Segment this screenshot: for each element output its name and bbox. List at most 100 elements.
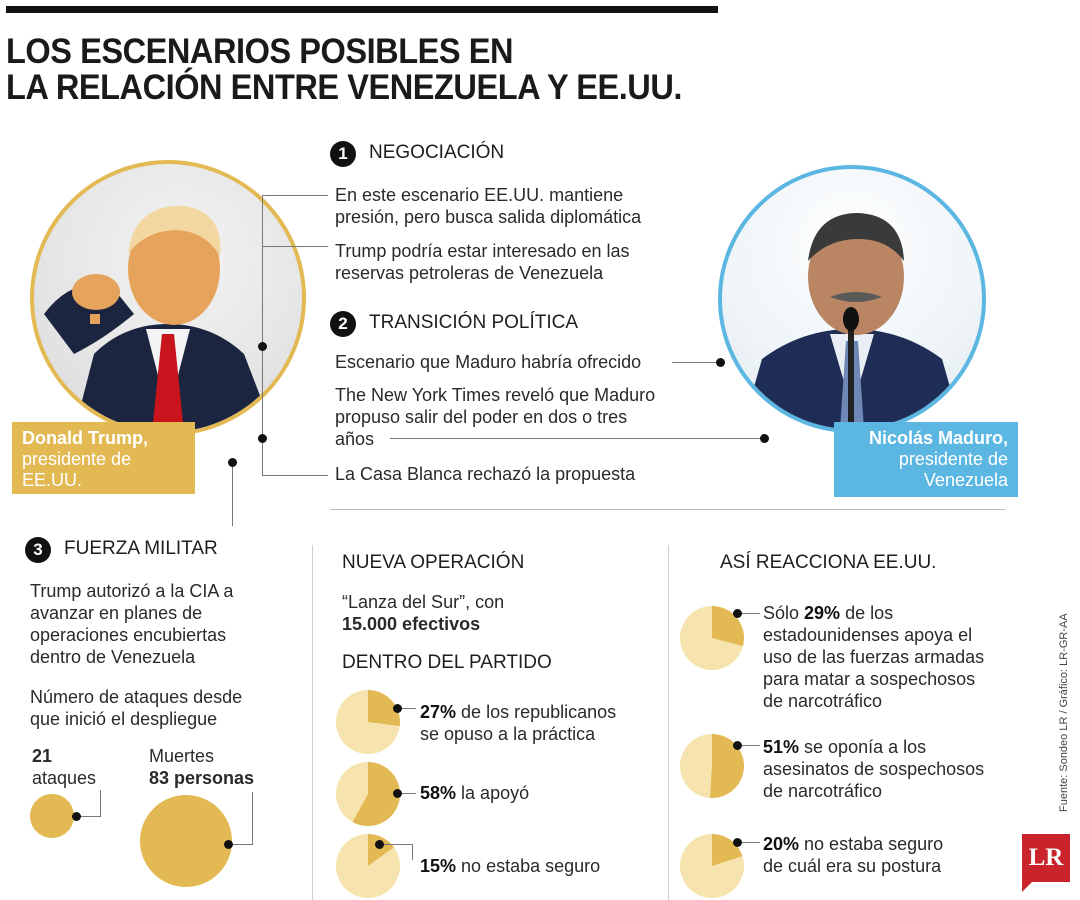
scenario1-point1-line2: presión, pero busca salida diplomática xyxy=(335,207,642,227)
usa-item-2-line2: asesinatos de sospechosos xyxy=(763,759,985,779)
scenario2-point2: The New York Times reveló que Maduro pro… xyxy=(335,384,715,450)
usa-item-1-line3: uso de las fuerzas armadas xyxy=(763,647,985,667)
column-separator-2 xyxy=(668,545,669,900)
operation-name: “Lanza del Sur”, con xyxy=(342,592,505,612)
attacks-dot xyxy=(72,812,81,821)
trump-portrait xyxy=(30,160,306,436)
scenario1-point2-line1: Trump podría estar interesado en las xyxy=(335,241,630,261)
operation-title: NUEVA OPERACIÓN xyxy=(342,552,525,573)
scenario2-title: TRANSICIÓN POLÍTICA xyxy=(369,312,579,333)
scenario3-connector xyxy=(232,462,233,526)
party-line-3-h xyxy=(384,844,412,845)
maduro-name: Nicolás Maduro, xyxy=(868,428,1008,448)
deaths-label: Muertes xyxy=(149,746,215,766)
scenario1-point1: En este escenario EE.UU. mantiene presió… xyxy=(335,184,715,228)
bracket-bottom xyxy=(262,475,328,476)
years-connector-line xyxy=(390,438,760,439)
usa-line-1 xyxy=(742,613,760,614)
usa-item-3-pct: 20% xyxy=(763,834,800,854)
party-item-1-pct: 27% xyxy=(420,702,457,722)
scenario3-text: Trump autorizó a la CIA a avanzar en pla… xyxy=(30,580,300,668)
scenario2-point2-line1: The New York Times reveló que Maduro xyxy=(335,385,656,405)
party-item-1-line1: de los republicanos xyxy=(461,702,617,722)
usa-item-1-line5: de narcotráfico xyxy=(763,691,883,711)
trump-name: Donald Trump, xyxy=(22,428,148,448)
source-credit: Fuente: Sondeo LR / Gráfico: LR-GR-AA xyxy=(1058,613,1070,812)
attacks-intro: Número de ataques desde que inició el de… xyxy=(30,686,300,730)
trump-connector-dot-2 xyxy=(258,434,267,443)
lr-logo-tail xyxy=(1022,882,1032,892)
maduro-label: Nicolás Maduro, presidente de Venezuela xyxy=(834,422,1018,497)
deaths-block: Muertes 83 personas xyxy=(149,745,254,789)
attacks-intro-line2: que inició el despliegue xyxy=(30,709,218,729)
usa-item-1-line4: para matar a sospechosos xyxy=(763,669,976,689)
party-title: DENTRO DEL PARTIDO xyxy=(342,652,552,673)
maduro-connector-line xyxy=(672,362,722,363)
party-item-1-line2: se opuso a la práctica xyxy=(420,724,596,744)
party-dot-3 xyxy=(375,840,384,849)
party-item-2-line1: la apoyó xyxy=(461,783,530,803)
party-item-1: 27% de los republicanos se opuso a la pr… xyxy=(420,701,660,745)
maduro-figure-icon xyxy=(742,213,962,429)
scenario2-point1: Escenario que Maduro habría ofrecido xyxy=(335,352,642,372)
bracket-vertical xyxy=(262,195,263,475)
party-item-2: 58% la apoyó xyxy=(420,782,529,804)
attacks-label: ataques xyxy=(32,768,97,788)
years-connector-dot xyxy=(760,434,769,443)
usa-item-1-line2: estadounidenses apoya el xyxy=(763,625,973,645)
scenario1-point1-line1: En este escenario EE.UU. mantiene xyxy=(335,185,624,205)
party-pie-2 xyxy=(336,762,400,826)
usa-title: ASÍ REACCIONA EE.UU. xyxy=(720,552,937,573)
usa-item-1-pre: Sólo xyxy=(763,603,805,623)
scenario2-point2-line2: propuso salir del poder en dos o tres xyxy=(335,407,628,427)
usa-item-2-line1: se oponía a los xyxy=(799,737,927,757)
title-line-2: LA RELACIÓN ENTRE VENEZUELA Y EE.UU. xyxy=(6,68,682,107)
trump-role-line-1: presidente de xyxy=(22,449,132,469)
trump-label: Donald Trump, presidente de EE.UU. xyxy=(12,422,195,494)
scenario1-title: NEGOCIACIÓN xyxy=(369,142,505,163)
party-pie-1 xyxy=(336,690,400,754)
usa-line-3 xyxy=(742,842,760,843)
scenario3-text-line2: avanzar en planes de xyxy=(30,603,203,623)
usa-dot-1 xyxy=(733,609,742,618)
usa-item-2-pct: 51% xyxy=(763,737,800,757)
scenario3-text-line1: Trump autorizó a la CIA a xyxy=(30,581,234,601)
deaths-connector-v xyxy=(252,792,253,845)
party-item-3: 15% no estaba seguro xyxy=(420,855,600,877)
attacks-circle xyxy=(30,794,74,838)
usa-item-1-pct: 29% xyxy=(804,603,841,623)
usa-item-3: 20% no estaba seguro de cuál era su post… xyxy=(763,833,993,877)
operation-troops: 15.000 efectivos xyxy=(342,614,481,634)
scenario2-point2-line3: años xyxy=(335,429,375,449)
party-line-3-v xyxy=(412,844,413,860)
trump-connector-dot xyxy=(258,342,267,351)
usa-item-3-line1: no estaba seguro xyxy=(799,834,944,854)
scenario2-number: 2 xyxy=(330,311,356,337)
party-item-2-pct: 58% xyxy=(420,783,457,803)
usa-item-1-line1: de los xyxy=(840,603,894,623)
usa-item-2-line3: de narcotráfico xyxy=(763,781,883,801)
usa-item-1: Sólo 29% de los estadounidenses apoya el… xyxy=(763,602,1023,712)
attacks-intro-line1: Número de ataques desde xyxy=(30,687,243,707)
column-separator-1 xyxy=(312,545,313,900)
lr-logo: LR xyxy=(1022,834,1070,882)
title-line-1: LOS ESCENARIOS POSIBLES EN xyxy=(6,32,513,71)
party-dot-2 xyxy=(393,789,402,798)
attacks-value: 21 xyxy=(32,746,53,766)
maduro-portrait xyxy=(718,165,986,433)
party-line-2 xyxy=(402,793,416,794)
bracket-mid xyxy=(262,246,328,247)
operation-text: “Lanza del Sur”, con 15.000 efectivos xyxy=(342,591,504,635)
scenario1-point2-line2: reservas petroleras de Venezuela xyxy=(335,263,604,283)
party-item-3-line1: no estaba seguro xyxy=(461,856,601,876)
trump-figure-icon xyxy=(44,205,274,432)
maduro-role-line-2: Venezuela xyxy=(923,470,1008,490)
section-divider xyxy=(330,509,1005,510)
usa-item-2: 51% se oponía a los asesinatos de sospec… xyxy=(763,736,1023,802)
party-dot-1 xyxy=(393,704,402,713)
party-item-3-pct: 15% xyxy=(420,856,457,876)
attacks-connector-h xyxy=(78,816,100,817)
attacks-block: 21 ataques xyxy=(32,745,96,789)
scenario2-point3: La Casa Blanca rechazó la propuesta xyxy=(335,464,636,484)
party-line-1 xyxy=(402,708,416,709)
